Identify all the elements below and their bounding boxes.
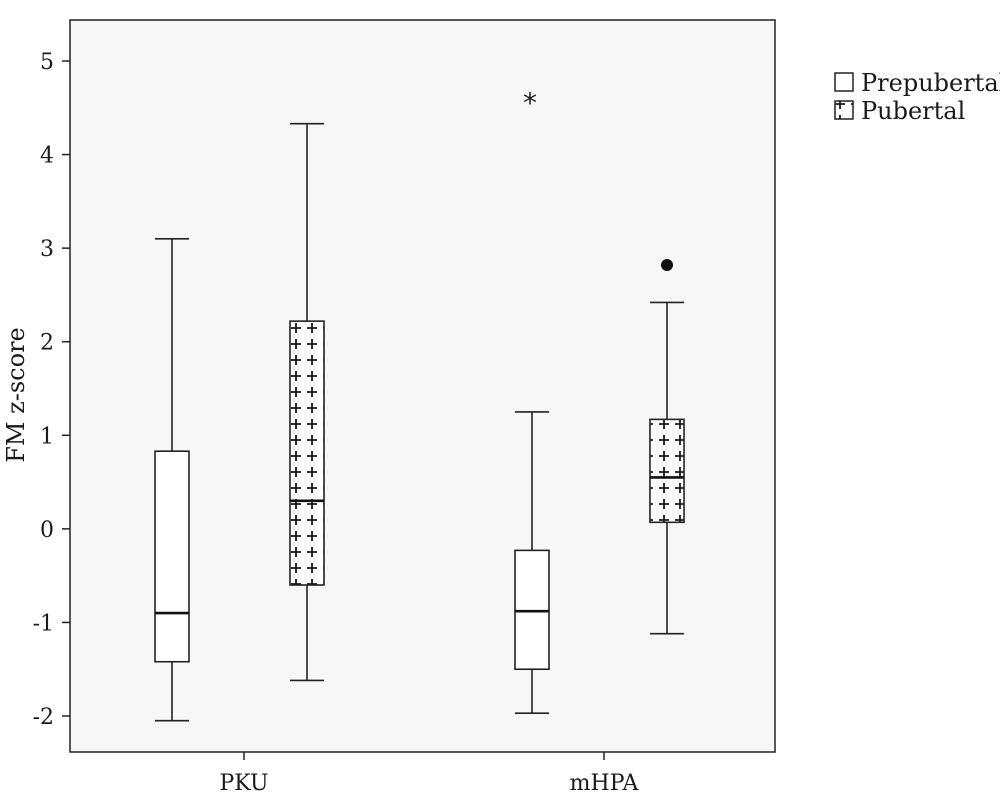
y-tick-label: -2 (33, 705, 54, 730)
x-tick-label: mHPA (570, 771, 640, 796)
y-tick-label: 0 (40, 518, 54, 543)
y-tick-label: 1 (40, 424, 54, 449)
y-tick-label: 2 (40, 331, 54, 356)
box-prepubertal-mhpa: * (514, 86, 550, 714)
y-tick-label: 4 (40, 144, 54, 169)
outlier-point (661, 258, 673, 271)
y-axis-title: FM z-score (2, 327, 30, 463)
box-pubertal-mhpa (649, 258, 685, 635)
extreme-point: * (523, 86, 537, 119)
box-iqr (154, 450, 190, 663)
x-axis: PKU mHPA (220, 752, 640, 796)
y-tick-label: 3 (40, 237, 54, 262)
legend-swatch-prepubertal (834, 72, 854, 92)
box-series: * (154, 86, 685, 722)
box-prepubertal-pku (154, 237, 190, 722)
legend: Prepubertal Pubertal (834, 69, 1000, 125)
y-tick-label: -1 (33, 611, 54, 636)
y-axis: -2 -1 0 1 2 3 4 5 (33, 50, 70, 730)
box-iqr (649, 418, 685, 524)
box-pubertal-pku (289, 122, 325, 682)
legend-label-prepubertal: Prepubertal (861, 69, 1000, 97)
legend-label-pubertal: Pubertal (861, 97, 965, 125)
legend-swatch-pubertal (834, 100, 854, 120)
box-iqr (289, 320, 325, 586)
box-iqr (514, 549, 550, 671)
y-tick-label: 5 (40, 50, 54, 75)
x-tick-label: PKU (220, 771, 269, 796)
